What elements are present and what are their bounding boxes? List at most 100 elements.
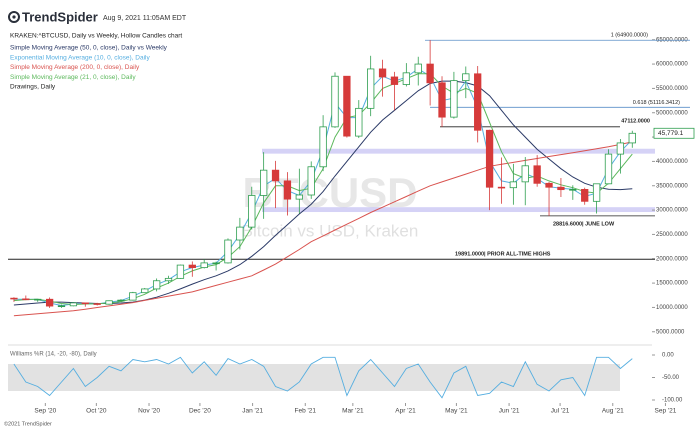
candle-body bbox=[22, 298, 30, 301]
level-label: 0.618 (51116.3412) bbox=[633, 100, 680, 106]
candle-body bbox=[367, 68, 375, 109]
candle-body bbox=[260, 169, 268, 196]
candle-body bbox=[604, 153, 613, 185]
brand: TrendSpider bbox=[22, 9, 98, 24]
osc-tick-label: -100.00 bbox=[662, 398, 683, 404]
candle-body bbox=[93, 303, 101, 305]
candle-body bbox=[164, 277, 173, 282]
candle-body bbox=[81, 302, 89, 305]
candle-body bbox=[545, 182, 553, 188]
candle-body bbox=[129, 292, 137, 301]
candle-body bbox=[10, 297, 18, 300]
y-tick-label: 50000.0000 bbox=[656, 110, 688, 116]
candle-body bbox=[521, 165, 529, 183]
candle-body bbox=[141, 288, 149, 294]
candle-body bbox=[497, 186, 506, 189]
watermark-subtitle: Bitcoin vs USD, Kraken bbox=[242, 221, 419, 240]
oscillator-title: Williams %R (14, -20, -80), Daily bbox=[10, 352, 97, 358]
candle-body bbox=[188, 264, 196, 269]
x-tick-label: Nov '20 bbox=[138, 408, 160, 415]
last-price-box bbox=[653, 127, 695, 139]
candle-body bbox=[402, 72, 410, 85]
candle-body bbox=[176, 264, 185, 279]
osc-tick-label: 0.00 bbox=[662, 353, 674, 359]
osc-tick-label: -50.00 bbox=[662, 375, 680, 381]
candle-body bbox=[414, 63, 422, 74]
drawings-label: Drawings, Daily bbox=[10, 84, 56, 91]
x-tick-label: Dec '20 bbox=[189, 408, 211, 415]
x-tick-label: Jan '21 bbox=[242, 408, 263, 415]
x-tick-label: Jul '21 bbox=[551, 408, 570, 415]
candle-body bbox=[450, 80, 458, 118]
timestamp: Aug 9, 2021 11:05AM EDT bbox=[103, 15, 187, 22]
x-tick-label: Jun '21 bbox=[499, 408, 520, 415]
legend-entry: Simple Moving Average (21, 0, close), Da… bbox=[10, 74, 136, 81]
candle-body bbox=[152, 280, 161, 290]
y-tick-label: 25000.0000 bbox=[656, 232, 688, 238]
y-tick-label: 30000.0000 bbox=[656, 208, 688, 214]
y-tick-label: 60000.0000 bbox=[656, 62, 688, 68]
candle-body bbox=[236, 226, 244, 241]
y-tick-label: 15000.0000 bbox=[656, 281, 688, 287]
y-tick-label: 5000.0000 bbox=[656, 329, 685, 335]
candle-body bbox=[105, 300, 113, 305]
y-tick-label: 40000.0000 bbox=[656, 159, 688, 165]
zone bbox=[262, 148, 655, 154]
logo-icon bbox=[8, 11, 20, 23]
candle-body bbox=[616, 142, 625, 155]
level-label: 1 (64900.0000) bbox=[611, 33, 648, 39]
x-tick-label: Mar '21 bbox=[342, 408, 364, 415]
x-tick-label: Apr '21 bbox=[395, 408, 416, 415]
candle-body bbox=[69, 302, 78, 307]
ma-line bbox=[13, 80, 633, 306]
candle-body bbox=[283, 180, 292, 200]
copyright: ©2021 TrendSpider bbox=[4, 420, 52, 427]
logo bbox=[8, 11, 20, 23]
candle-body bbox=[474, 73, 482, 131]
y-tick-label: 35000.0000 bbox=[656, 183, 688, 189]
candle-body bbox=[438, 82, 446, 118]
y-tick-label: 20000.0000 bbox=[656, 256, 688, 262]
legend-entry: Simple Moving Average (200, 0, close), D… bbox=[10, 64, 140, 71]
candle-body bbox=[581, 189, 589, 202]
candle-body bbox=[45, 298, 54, 307]
candle-body bbox=[426, 63, 434, 84]
ma-line bbox=[13, 141, 633, 317]
x-tick-label: Aug '21 bbox=[602, 408, 624, 415]
candle-body bbox=[117, 299, 125, 302]
legend-entry: Exponential Moving Average (10, 0, close… bbox=[10, 54, 150, 61]
candle-body bbox=[271, 169, 280, 182]
candle-body bbox=[485, 129, 494, 188]
zone bbox=[262, 207, 655, 213]
x-tick-label: May '21 bbox=[445, 408, 468, 415]
level-label: 47112.0000 bbox=[621, 118, 650, 124]
y-tick-label: 55000.0000 bbox=[656, 86, 688, 92]
legend-entry: Simple Moving Average (50, 0, close), Da… bbox=[10, 45, 168, 52]
candle-body bbox=[569, 189, 577, 191]
candle-body bbox=[224, 239, 232, 264]
candle-body bbox=[509, 181, 518, 189]
candle-body bbox=[557, 186, 565, 191]
candle-body bbox=[331, 75, 339, 128]
candle-body bbox=[592, 183, 601, 202]
level-label: 28816.6000| JUNE LOW bbox=[553, 221, 615, 227]
candle-body bbox=[34, 298, 42, 301]
last-price-label: 45,779.1 bbox=[658, 130, 684, 137]
candle-body bbox=[319, 126, 327, 168]
candle-body bbox=[462, 73, 470, 82]
candle-body bbox=[248, 195, 256, 228]
level-label: 19891.0000| PRIOR ALL-TIME HIGHS bbox=[455, 252, 551, 258]
logo-icon-dot bbox=[12, 15, 16, 19]
x-tick-label: Oct '20 bbox=[86, 408, 107, 415]
candle-body bbox=[295, 194, 303, 200]
candle-body bbox=[355, 107, 363, 137]
y-tick-label: 10000.0000 bbox=[656, 305, 688, 311]
x-tick-label: Feb '21 bbox=[295, 408, 317, 415]
candle-body bbox=[307, 166, 315, 196]
chart-title: KRAKEN:^BTCUSD, Daily vs Weekly, Hollow … bbox=[10, 33, 182, 40]
candle-body bbox=[390, 76, 399, 85]
x-tick-label: Sep '20 bbox=[34, 408, 56, 415]
oscillator-line bbox=[13, 356, 633, 399]
